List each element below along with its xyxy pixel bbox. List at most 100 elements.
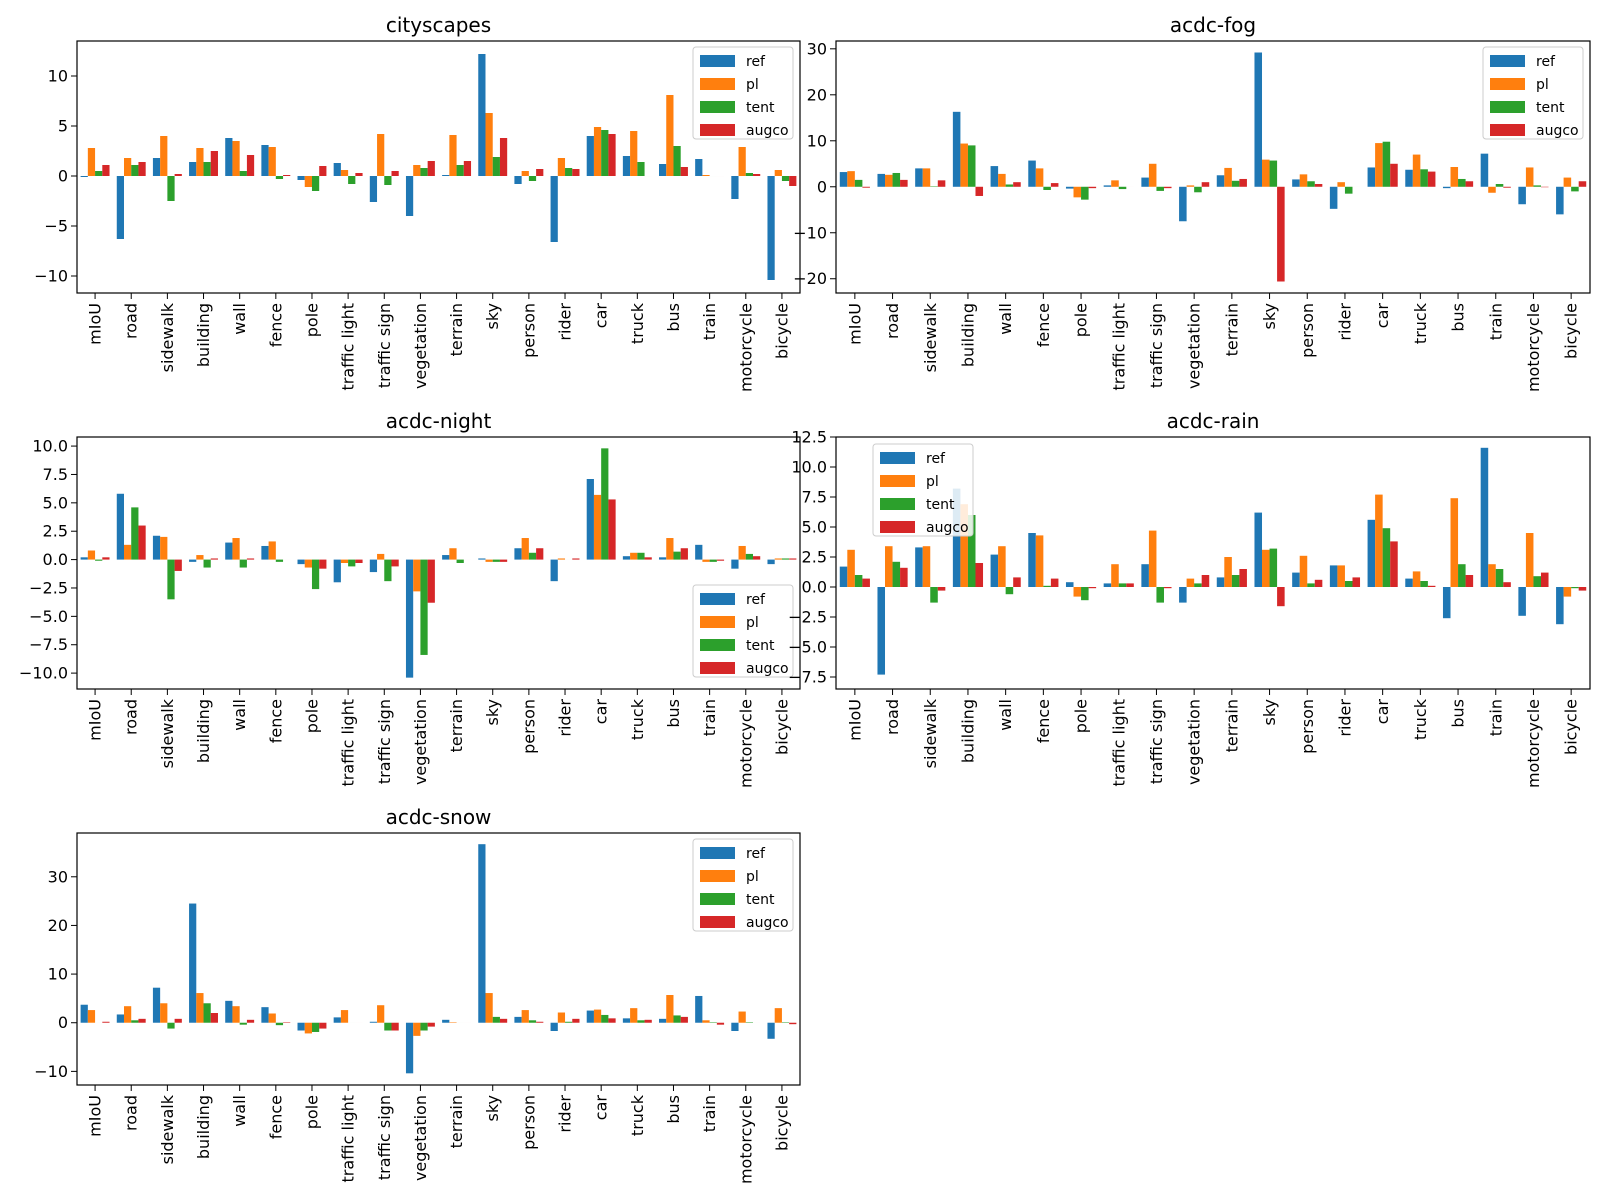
bar-augco-vegetation <box>427 1022 435 1027</box>
bar-ref-pole <box>297 559 305 565</box>
bar-pl-road <box>124 544 132 560</box>
bar-pl-car <box>593 1009 602 1023</box>
bar-ref-road <box>116 1014 124 1023</box>
bar-ref-miou <box>80 176 88 177</box>
bar-tent-person <box>528 1020 537 1023</box>
legend-swatch-tent <box>700 893 735 905</box>
bar-tent-fence <box>275 1022 284 1026</box>
bar-ref-vegetation <box>1179 186 1187 222</box>
bar-augco-pole <box>319 166 327 176</box>
bar-ref-traffic-sign <box>369 1021 378 1023</box>
series-tent <box>95 1003 790 1032</box>
x-tick-label-car: car <box>1373 303 1392 329</box>
bar-ref-vegetation <box>405 1022 414 1074</box>
chart-acdc-rain: acdc-rain −7.5 −5.0 −2.5 0.0 2.5 5.0 7.5 10.0 12.… <box>788 409 1591 788</box>
bar-augco-car <box>608 134 616 176</box>
bar-tent-miou <box>95 171 103 176</box>
x-tick-label-terrain: terrain <box>447 699 466 752</box>
bar-augco-bicycle <box>789 1022 797 1025</box>
bar-augco-traffic-sign <box>391 171 399 176</box>
bar-ref-traffic-light <box>1103 185 1112 187</box>
bar-pl-road <box>885 174 893 187</box>
bar-augco-vegetation <box>427 559 435 603</box>
x-tick-label-bus: bus <box>664 1095 683 1124</box>
bar-augco-train <box>1503 582 1511 587</box>
bar-pl-truck <box>630 1008 638 1023</box>
bar-ref-motorcycle <box>731 176 739 199</box>
legend-label-ref: ref <box>746 592 766 608</box>
x-tick-label-truck: truck <box>628 1094 647 1136</box>
bar-ref-person <box>514 176 522 184</box>
x-tick-label-bicycle: bicycle <box>1562 699 1581 755</box>
bar-ref-person <box>1292 179 1300 187</box>
series-pl <box>847 494 1572 597</box>
legend-label-pl: pl <box>746 869 759 885</box>
bar-augco-bicycle <box>789 176 797 186</box>
bar-tent-train <box>709 559 717 562</box>
series-pl <box>87 95 782 187</box>
chart-title: acdc-rain <box>1167 409 1260 433</box>
legend-label-ref: ref <box>746 54 766 70</box>
bar-pl-fence <box>268 1013 276 1023</box>
x-tick-label-traffic-sign: traffic sign <box>1147 699 1166 784</box>
bar-augco-building <box>975 186 984 196</box>
bar-pl-train <box>1488 186 1496 193</box>
legend-frame <box>692 838 794 932</box>
bar-ref-terrain <box>1216 577 1225 587</box>
x-tick-label-fence: fence <box>266 303 285 347</box>
bar-augco-sky <box>1277 186 1285 282</box>
bar-pl-bicycle <box>774 558 782 560</box>
bar-augco-vegetation <box>1201 182 1210 187</box>
x-tick-label-sidewalk: sidewalk <box>921 698 940 768</box>
bar-tent-wall <box>1005 184 1014 187</box>
bar-tent-terrain <box>456 559 464 563</box>
bar-ref-sidewalk <box>152 535 161 560</box>
bar-pl-traffic-sign <box>1148 530 1157 587</box>
legend-frame <box>872 443 974 537</box>
bar-augco-rider <box>1352 577 1361 587</box>
x-tick-label-bicycle: bicycle <box>772 1095 791 1151</box>
series-tent <box>95 130 790 201</box>
bar-ref-truck <box>1405 578 1413 587</box>
bar-ref-sky <box>1254 512 1263 587</box>
bar-tent-motorcycle <box>745 553 753 560</box>
bar-augco-terrain <box>1239 178 1247 187</box>
series-ref <box>839 447 1564 675</box>
x-tick-label-road: road <box>122 1095 141 1131</box>
bar-pl-wall <box>998 173 1006 187</box>
x-tick-label-motorcycle: motorcycle <box>736 1095 755 1184</box>
bar-tent-miou <box>854 575 863 587</box>
x-tick-label-sidewalk: sidewalk <box>158 1094 177 1164</box>
bar-ref-car <box>586 136 594 176</box>
legend: ref pl tent augco <box>692 46 794 140</box>
chart-title: cityscapes <box>386 13 491 37</box>
chart-acdc-fog: acdc-fog −20 −10 0 10 20 30 mIoU road sidewalk bui… <box>793 13 1591 392</box>
bar-ref-sidewalk <box>915 547 923 587</box>
bar-augco-sky <box>499 138 508 176</box>
bar-pl-fence <box>1035 535 1044 587</box>
bar-augco-truck <box>644 557 652 560</box>
bar-tent-person <box>528 176 537 181</box>
x-tick-label-building: building <box>194 699 213 763</box>
x-tick-label-car: car <box>592 1095 611 1121</box>
x-tick-label-person: person <box>519 303 538 358</box>
bar-tent-bus <box>1458 564 1466 587</box>
bar-tent-truck <box>1420 169 1428 187</box>
x-tick-label-pole: pole <box>302 1095 321 1129</box>
bar-tent-truck <box>1420 581 1428 587</box>
bar-tent-wall <box>239 171 247 176</box>
bar-pl-car <box>593 127 602 176</box>
bar-pl-bus <box>1450 498 1459 587</box>
bar-pl-bus <box>666 95 674 176</box>
bar-pl-wall <box>998 546 1006 587</box>
bar-pl-train <box>1488 564 1496 587</box>
legend-label-augco: augco <box>746 915 789 931</box>
bar-pl-sidewalk <box>922 168 931 187</box>
legend-swatch-pl <box>700 616 735 628</box>
legend-label-tent: tent <box>1536 100 1565 116</box>
bar-pl-car <box>1375 143 1383 187</box>
series-ref <box>839 52 1564 222</box>
bar-augco-person <box>536 169 544 176</box>
bar-tent-car <box>601 1014 609 1023</box>
